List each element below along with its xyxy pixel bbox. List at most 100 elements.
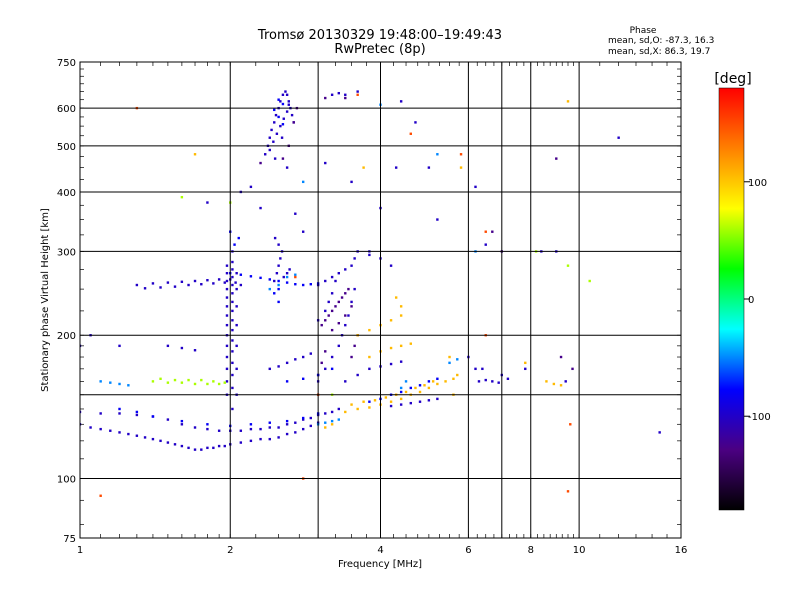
x-tick-label: 10 bbox=[573, 545, 586, 556]
data-point bbox=[294, 273, 297, 276]
data-point bbox=[481, 367, 484, 371]
data-point bbox=[350, 403, 353, 406]
data-point bbox=[285, 272, 289, 275]
data-point bbox=[233, 243, 236, 246]
data-point bbox=[268, 278, 271, 281]
data-point bbox=[344, 380, 347, 383]
data-point bbox=[324, 412, 327, 415]
data-point bbox=[368, 400, 371, 403]
data-point bbox=[264, 153, 267, 156]
data-point bbox=[484, 378, 487, 382]
data-point bbox=[231, 300, 234, 304]
data-point bbox=[159, 377, 162, 380]
data-point bbox=[409, 132, 412, 135]
data-point bbox=[99, 380, 102, 383]
data-point bbox=[350, 355, 353, 359]
data-point bbox=[118, 412, 121, 415]
data-point bbox=[452, 377, 455, 380]
data-points bbox=[80, 90, 661, 497]
data-point bbox=[334, 279, 337, 283]
data-point bbox=[418, 384, 422, 387]
data-point bbox=[427, 399, 431, 402]
data-point bbox=[330, 328, 334, 332]
data-point bbox=[418, 390, 422, 394]
data-point bbox=[414, 121, 417, 124]
data-point bbox=[277, 98, 280, 101]
data-point bbox=[564, 380, 567, 383]
data-point bbox=[353, 257, 356, 260]
data-point bbox=[231, 268, 234, 271]
data-point bbox=[324, 319, 327, 322]
data-point bbox=[330, 292, 334, 295]
data-point bbox=[212, 380, 215, 383]
data-point bbox=[330, 93, 334, 96]
data-point bbox=[231, 319, 234, 322]
data-point bbox=[272, 140, 275, 143]
x-tick-label: 8 bbox=[528, 545, 534, 556]
data-point bbox=[249, 185, 253, 189]
data-point bbox=[456, 373, 459, 377]
data-point bbox=[337, 344, 341, 348]
data-point bbox=[273, 121, 276, 124]
data-point bbox=[223, 281, 226, 284]
data-point bbox=[239, 441, 243, 444]
data-point bbox=[324, 367, 327, 371]
data-point bbox=[277, 264, 280, 267]
data-point bbox=[285, 166, 289, 169]
data-point bbox=[423, 384, 426, 387]
data-point bbox=[225, 264, 229, 267]
data-point bbox=[277, 243, 280, 246]
data-point bbox=[135, 413, 139, 417]
data-point bbox=[279, 257, 282, 260]
data-point bbox=[459, 166, 463, 169]
data-point bbox=[330, 410, 334, 414]
data-point bbox=[200, 283, 203, 286]
data-point bbox=[151, 437, 155, 441]
data-point bbox=[344, 323, 347, 327]
data-point bbox=[285, 281, 289, 284]
data-point bbox=[344, 96, 347, 100]
data-point bbox=[268, 287, 271, 291]
data-point bbox=[330, 355, 334, 359]
data-point bbox=[118, 407, 121, 411]
data-point bbox=[166, 381, 170, 384]
data-point bbox=[259, 206, 262, 210]
data-point bbox=[484, 230, 487, 233]
y-tick-labels: 75 100 200 300 400 500 600 750 bbox=[57, 58, 76, 545]
data-point bbox=[301, 377, 305, 380]
data-point bbox=[217, 444, 221, 448]
data-point bbox=[309, 283, 312, 286]
data-point bbox=[285, 110, 289, 113]
data-point bbox=[301, 355, 305, 359]
data-point bbox=[337, 272, 341, 275]
data-point bbox=[231, 283, 234, 287]
data-point bbox=[268, 367, 271, 371]
data-point bbox=[356, 373, 359, 377]
data-point bbox=[231, 275, 234, 279]
data-point bbox=[334, 305, 337, 308]
data-point bbox=[225, 305, 229, 308]
data-point bbox=[294, 275, 297, 279]
data-point bbox=[234, 281, 237, 284]
data-point bbox=[193, 153, 197, 156]
data-point bbox=[151, 282, 155, 285]
data-point bbox=[143, 287, 147, 290]
data-point bbox=[399, 344, 403, 348]
data-point bbox=[273, 236, 277, 240]
grid-lines bbox=[80, 62, 681, 538]
data-point bbox=[249, 275, 253, 278]
data-point bbox=[399, 360, 403, 363]
data-point bbox=[399, 100, 403, 103]
data-point bbox=[588, 279, 591, 283]
data-point bbox=[173, 285, 177, 288]
data-point bbox=[344, 93, 347, 96]
data-point bbox=[166, 441, 170, 444]
data-point bbox=[225, 323, 229, 327]
data-point bbox=[231, 309, 234, 313]
data-point bbox=[559, 355, 563, 359]
data-point bbox=[474, 185, 477, 189]
data-point bbox=[404, 390, 408, 394]
data-point bbox=[270, 128, 273, 132]
data-point bbox=[151, 380, 155, 383]
data-point bbox=[301, 230, 305, 233]
